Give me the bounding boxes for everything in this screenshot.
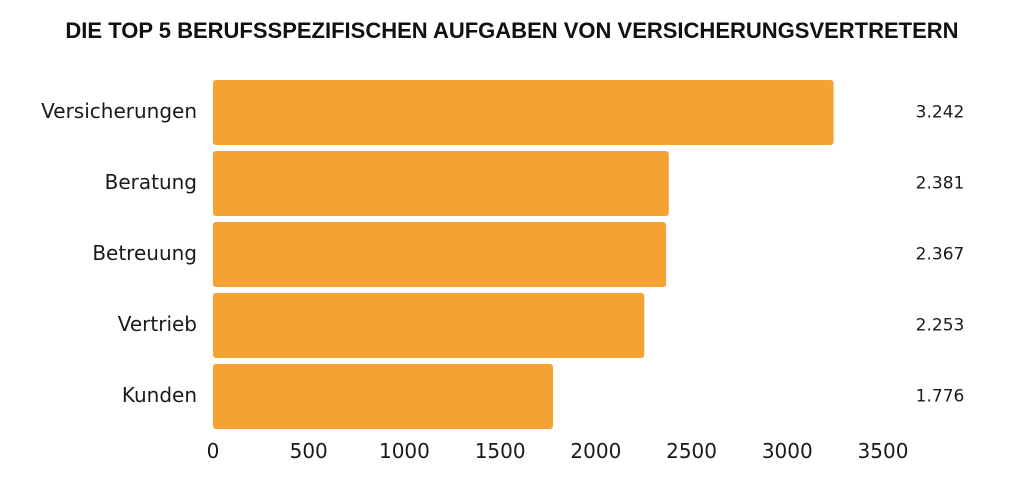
bar-kunden — [213, 364, 553, 429]
chart-title: DIE TOP 5 BERUFSSPEZIFISCHEN AUFGABEN VO… — [65, 18, 959, 43]
x-tick-label: 500 — [290, 439, 328, 463]
category-label-beratung: Beratung — [105, 170, 197, 194]
value-labels: 3.242 2.381 2.367 2.253 1.776 — [916, 103, 965, 407]
category-label-kunden: Kunden — [122, 383, 197, 407]
x-tick-label: 2000 — [570, 439, 621, 463]
x-tick-label: 3000 — [762, 439, 813, 463]
value-label-kunden: 1.776 — [916, 387, 965, 407]
bar-vertrieb — [213, 293, 645, 358]
bar-beratung — [213, 151, 669, 216]
x-tick-label: 1000 — [379, 439, 430, 463]
bar-betreuung — [213, 222, 667, 287]
value-label-vertrieb: 2.253 — [916, 316, 965, 336]
bars-group — [213, 80, 834, 429]
category-labels: Versicherungen Beratung Betreuung Vertrieb K… — [41, 99, 197, 407]
category-label-vertrieb: Vertrieb — [118, 312, 197, 336]
x-tick-label: 0 — [207, 439, 220, 463]
x-tick-label: 1500 — [475, 439, 526, 463]
x-axis-ticks: 0 500 1000 1500 2000 2500 3000 3500 — [207, 439, 909, 463]
category-label-versicherungen: Versicherungen — [41, 99, 197, 123]
x-tick-label: 3500 — [858, 439, 909, 463]
category-label-betreuung: Betreuung — [92, 241, 197, 265]
value-label-versicherungen: 3.242 — [916, 103, 965, 123]
bar-versicherungen — [213, 80, 834, 145]
value-label-betreuung: 2.367 — [916, 245, 965, 265]
value-label-beratung: 2.381 — [916, 174, 965, 194]
x-tick-label: 2500 — [666, 439, 717, 463]
